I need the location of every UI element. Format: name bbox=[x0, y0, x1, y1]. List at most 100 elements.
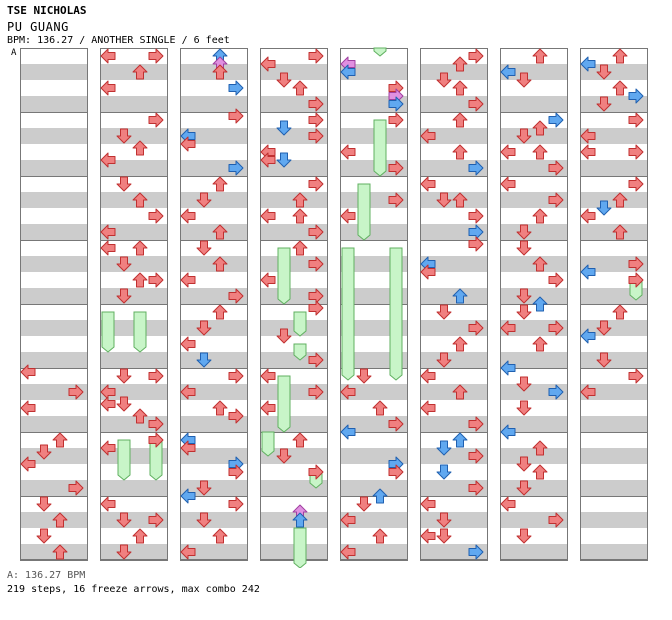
step-arrow-right bbox=[68, 480, 84, 496]
step-arrow-right bbox=[548, 512, 564, 528]
step-arrow-up bbox=[292, 80, 308, 96]
beat-stripe bbox=[100, 224, 168, 240]
step-arrow-left bbox=[180, 488, 196, 504]
step-arrow-down bbox=[196, 192, 212, 208]
beat-stripe bbox=[580, 416, 648, 432]
step-arrow-down bbox=[436, 440, 452, 456]
step-arrow-left bbox=[20, 364, 36, 380]
step-arrow-up bbox=[452, 144, 468, 160]
beat-stripe bbox=[260, 64, 328, 80]
step-arrow-up bbox=[292, 432, 308, 448]
beat-stripe bbox=[100, 128, 168, 144]
step-arrow-left bbox=[580, 208, 596, 224]
step-arrow-down bbox=[436, 192, 452, 208]
step-arrow-left bbox=[260, 368, 276, 384]
step-arrow-down bbox=[436, 352, 452, 368]
step-arrow-up bbox=[212, 304, 228, 320]
step-arrow-right bbox=[228, 288, 244, 304]
step-arrow-down bbox=[276, 72, 292, 88]
step-arrow-right bbox=[548, 192, 564, 208]
step-arrow-right bbox=[468, 160, 484, 176]
step-arrow-right bbox=[468, 544, 484, 560]
step-arrow-left bbox=[580, 128, 596, 144]
step-arrow-right bbox=[548, 160, 564, 176]
step-arrow-down bbox=[356, 496, 372, 512]
step-arrow-up bbox=[532, 144, 548, 160]
column-border bbox=[420, 48, 488, 560]
step-arrow-down bbox=[596, 352, 612, 368]
beat-stripe bbox=[100, 352, 168, 368]
beat-stripe bbox=[500, 96, 568, 112]
step-arrow-up bbox=[532, 208, 548, 224]
step-arrow-left bbox=[180, 440, 196, 456]
beat-stripe bbox=[340, 224, 408, 240]
step-arrow-left bbox=[340, 512, 356, 528]
step-arrow-left bbox=[180, 336, 196, 352]
step-arrow-up bbox=[132, 528, 148, 544]
beat-stripe bbox=[340, 480, 408, 496]
step-arrow-down bbox=[116, 176, 132, 192]
step-arrow-right bbox=[388, 192, 404, 208]
beat-stripe bbox=[260, 416, 328, 432]
step-arrow-left bbox=[500, 320, 516, 336]
freeze-arrow-down bbox=[277, 247, 291, 305]
beat-stripe bbox=[180, 352, 248, 368]
step-arrow-right bbox=[308, 352, 324, 368]
step-arrow-up bbox=[212, 64, 228, 80]
step-arrow-left bbox=[100, 396, 116, 412]
step-arrow-right bbox=[468, 208, 484, 224]
step-arrow-up bbox=[212, 256, 228, 272]
step-arrow-right bbox=[628, 88, 644, 104]
step-arrow-up bbox=[292, 192, 308, 208]
step-arrow-right bbox=[468, 48, 484, 64]
step-arrow-left bbox=[100, 48, 116, 64]
step-arrow-left bbox=[420, 176, 436, 192]
beat-stripe bbox=[180, 192, 248, 208]
step-arrow-down bbox=[276, 152, 292, 168]
beat-stripe bbox=[20, 160, 88, 176]
step-arrow-right bbox=[468, 320, 484, 336]
step-arrow-right bbox=[388, 160, 404, 176]
beat-stripe bbox=[420, 64, 488, 80]
beat-stripe bbox=[580, 128, 648, 144]
step-arrow-left bbox=[340, 64, 356, 80]
step-arrow-left bbox=[500, 144, 516, 160]
beat-stripe bbox=[180, 544, 248, 560]
step-arrow-up bbox=[612, 48, 628, 64]
step-arrow-up bbox=[532, 336, 548, 352]
step-arrow-down bbox=[36, 496, 52, 512]
step-arrow-left bbox=[420, 368, 436, 384]
step-arrow-up bbox=[212, 224, 228, 240]
step-arrow-left bbox=[340, 144, 356, 160]
step-arrow-up bbox=[132, 192, 148, 208]
step-arrow-left bbox=[100, 240, 116, 256]
step-arrow-up bbox=[52, 544, 68, 560]
beat-stripe bbox=[100, 480, 168, 496]
step-arrow-up bbox=[452, 80, 468, 96]
step-arrow-down bbox=[516, 456, 532, 472]
step-arrow-left bbox=[420, 400, 436, 416]
beat-stripe bbox=[500, 544, 568, 560]
step-arrow-down bbox=[276, 328, 292, 344]
song-title: PU GUANG bbox=[7, 20, 69, 34]
step-arrow-left bbox=[260, 272, 276, 288]
step-arrow-down bbox=[36, 444, 52, 460]
beat-stripe bbox=[100, 544, 168, 560]
step-arrow-right bbox=[148, 48, 164, 64]
step-arrow-right bbox=[148, 432, 164, 448]
step-arrow-down bbox=[436, 528, 452, 544]
step-arrow-down bbox=[516, 128, 532, 144]
section-label: A bbox=[11, 48, 17, 58]
step-arrow-left bbox=[420, 128, 436, 144]
step-arrow-down bbox=[116, 128, 132, 144]
beat-stripe bbox=[180, 96, 248, 112]
step-arrow-right bbox=[228, 108, 244, 124]
beat-stripe bbox=[580, 512, 648, 528]
step-arrow-left bbox=[100, 152, 116, 168]
step-arrow-left bbox=[340, 544, 356, 560]
step-arrow-right bbox=[308, 96, 324, 112]
step-arrow-left bbox=[340, 424, 356, 440]
step-arrow-left bbox=[180, 208, 196, 224]
step-arrow-up bbox=[372, 400, 388, 416]
step-arrow-left bbox=[180, 136, 196, 152]
